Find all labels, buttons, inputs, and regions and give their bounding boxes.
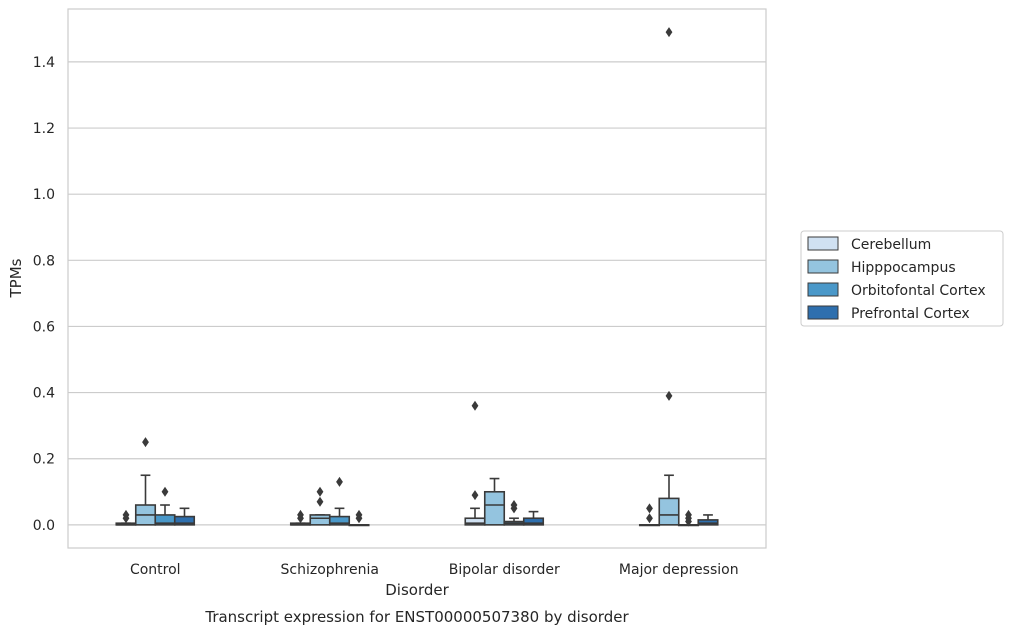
legend-swatch	[807, 236, 839, 251]
outlier-point	[646, 503, 653, 514]
outlier-point	[471, 490, 479, 501]
box-orbitofontal-cortex	[154, 486, 176, 526]
legend-swatch	[807, 282, 839, 297]
outlier-point	[161, 486, 169, 497]
y-tick-label: 1.2	[33, 121, 55, 137]
outlier-point	[336, 476, 343, 487]
box-cerebellum	[289, 509, 312, 526]
box	[522, 517, 545, 526]
plot-background	[68, 9, 766, 548]
outlier-point	[665, 27, 673, 38]
y-tick-label: 0.2	[33, 452, 55, 468]
y-tick-label: 1.4	[33, 55, 55, 71]
box-prefrontal-cortex	[348, 509, 370, 527]
box	[173, 515, 196, 526]
box	[328, 515, 351, 526]
box-groups	[115, 27, 719, 527]
box-hipppocampus	[658, 27, 680, 526]
outlier-point	[355, 509, 363, 520]
x-tick-label: Schizophrenia	[281, 562, 379, 578]
y-tick-label: 0.6	[33, 319, 55, 335]
legend-frame	[800, 230, 1004, 327]
y-tick-labels: 0.0 0.2 0.4 0.6 0.8 1.0 1.2 1.4	[33, 55, 55, 534]
y-tick-label: 0.0	[33, 518, 55, 534]
outlier-point	[471, 400, 479, 411]
legend-label: Orbitofontal Cortex	[851, 283, 986, 299]
x-tick-label: Major depression	[619, 562, 739, 578]
grid-lines	[68, 61, 766, 526]
y-tick-label: 0.8	[33, 253, 55, 269]
box	[697, 519, 719, 526]
outlier-point	[316, 496, 324, 507]
legend-label: Prefrontal Cortex	[851, 306, 970, 322]
box-prefrontal-cortex	[697, 514, 719, 526]
box	[309, 514, 331, 526]
y-axis-label: TPMs	[7, 258, 25, 298]
box-orbitofontal-cortex	[328, 476, 351, 526]
box-hipppocampus	[483, 477, 506, 526]
outlier-point	[122, 509, 130, 520]
box	[658, 497, 680, 526]
x-tick-label: Control	[130, 562, 181, 578]
box-orbitofontal-cortex	[677, 509, 700, 527]
y-tick-label: 1.0	[33, 187, 55, 203]
box	[483, 490, 506, 526]
box-prefrontal-cortex	[522, 510, 545, 526]
x-axis-label: Disorder	[385, 581, 449, 599]
outlier-point	[297, 509, 304, 520]
x-tick-labels: Control Schizophrenia Bipolar disorder Majo…	[130, 562, 739, 578]
legend-swatch	[807, 305, 839, 320]
outlier-point	[665, 390, 673, 401]
plot-frame	[67, 8, 767, 549]
box-prefrontal-cortex	[173, 507, 196, 526]
legend: Cerebellum Hipppocampus Orbitofontal Corte…	[800, 230, 1004, 327]
x-tick-label: Bipolar disorder	[449, 562, 560, 578]
legend-label: Cerebellum	[851, 237, 931, 253]
legend-swatch	[807, 259, 839, 274]
chart-caption: Transcript expression for ENST0000050738…	[204, 608, 629, 626]
outlier-point	[316, 486, 324, 497]
outlier-point	[510, 500, 518, 511]
legend-label: Hipppocampus	[851, 260, 956, 276]
outlier-point	[142, 437, 149, 448]
outlier-point	[685, 509, 692, 520]
outlier-point	[646, 513, 653, 524]
y-tick-label: 0.4	[33, 386, 55, 402]
